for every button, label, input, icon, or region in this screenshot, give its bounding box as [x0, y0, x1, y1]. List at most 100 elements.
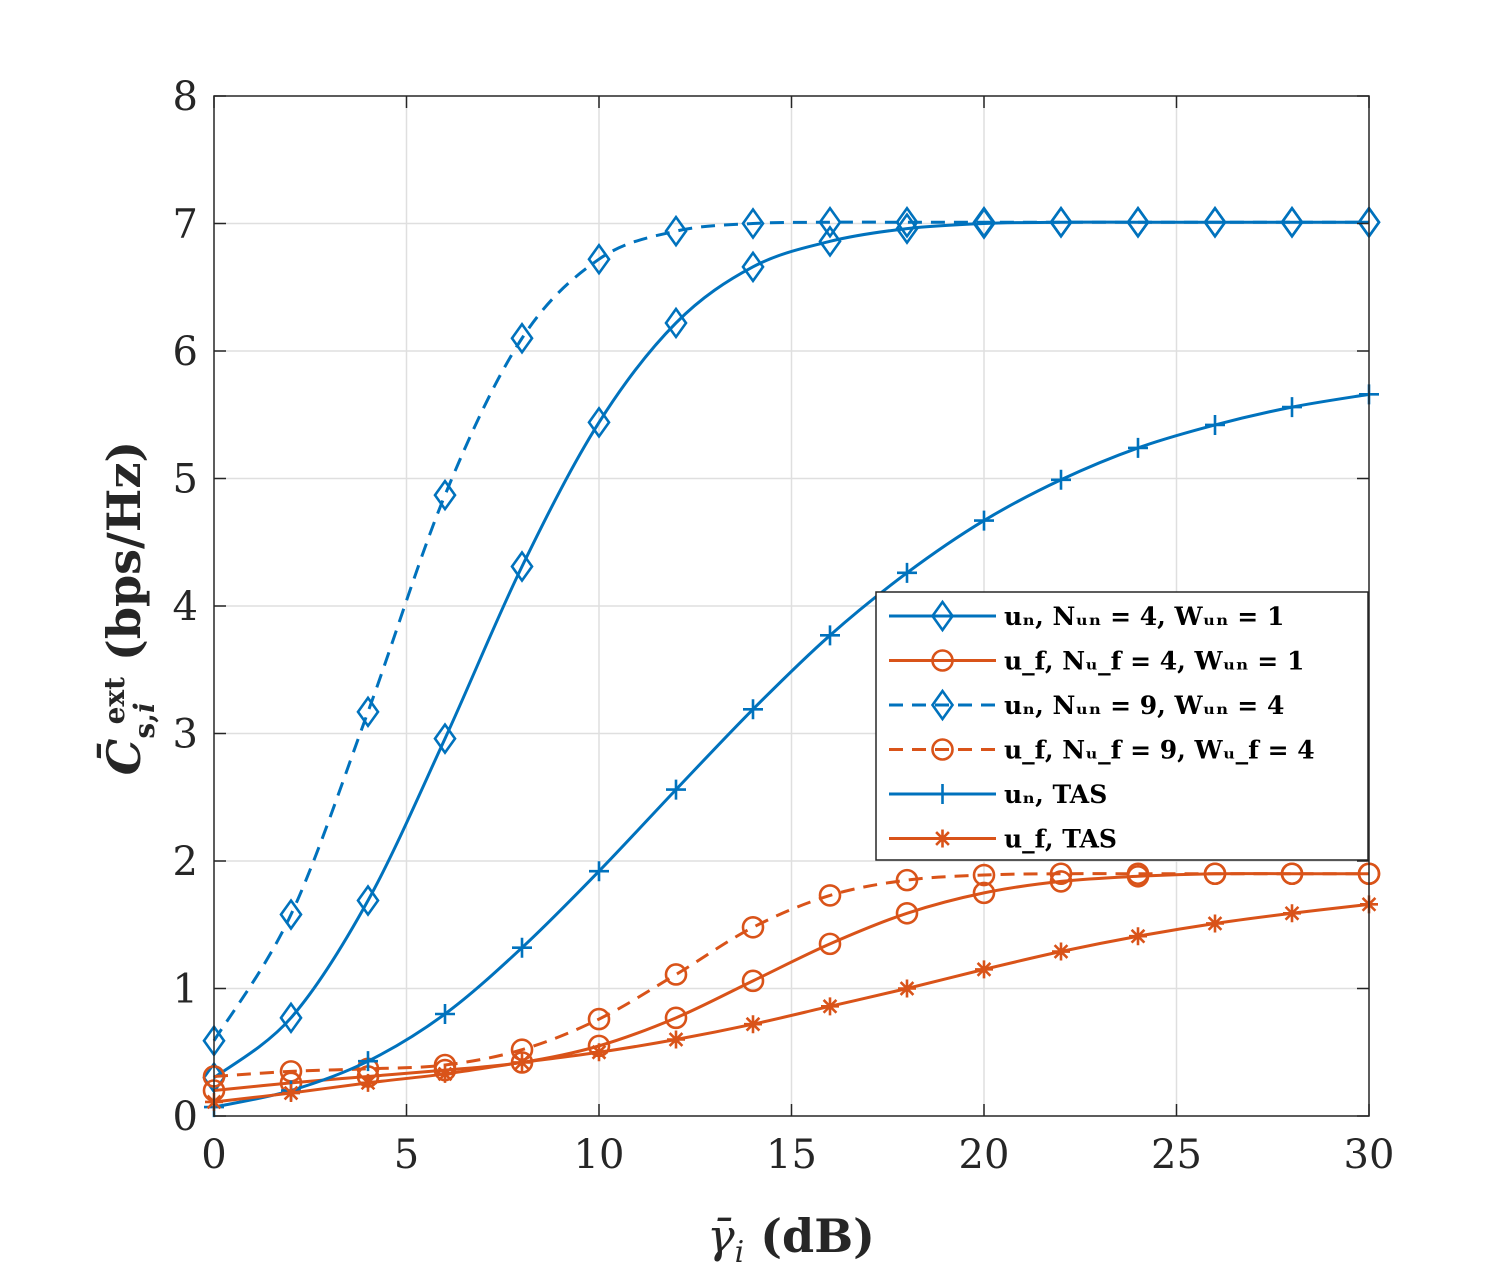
data-point	[1205, 414, 1225, 435]
y-tick-label: 4	[173, 584, 198, 630]
legend-label: u_f, Nᵤ_f = 4, Wᵤₙ = 1	[1004, 647, 1304, 676]
y-tick-label: 3	[173, 712, 198, 758]
series-line-3	[212, 220, 1369, 1042]
data-point	[1206, 914, 1224, 933]
legend-entry: uₙ, TAS	[889, 780, 1107, 809]
data-point	[359, 1073, 377, 1092]
data-point	[1126, 205, 1150, 239]
data-point	[587, 1007, 611, 1031]
y-axis-label: C̄s,iext (bps/Hz)	[96, 441, 161, 775]
data-point	[1283, 904, 1301, 923]
data-point	[895, 212, 919, 245]
series-3	[202, 205, 1381, 1058]
data-point	[743, 699, 763, 720]
grid	[214, 96, 1369, 1116]
y-tick-label: 6	[173, 329, 198, 375]
data-point	[741, 915, 765, 939]
legend-marker	[930, 688, 955, 722]
y-tick-label: 7	[173, 202, 198, 248]
data-point	[895, 901, 919, 925]
data-point	[1203, 205, 1227, 239]
data-point	[510, 550, 534, 583]
data-point	[279, 898, 303, 931]
legend-marker	[931, 649, 954, 672]
x-axis-label: γ̄i (dB)	[707, 1209, 875, 1267]
data-point	[1280, 862, 1304, 886]
data-point	[820, 625, 840, 646]
legend-entry: u_f, Nᵤ_f = 9, Wᵤ_f = 4	[889, 736, 1315, 765]
data-point	[1282, 397, 1302, 418]
x-tick-label: 10	[574, 1132, 625, 1178]
data-point	[895, 868, 919, 892]
x-tick-label: 25	[1151, 1132, 1202, 1178]
data-point	[358, 1051, 378, 1072]
legend-entry: uₙ, Nᵤₙ = 9, Wᵤₙ = 4	[889, 688, 1284, 722]
data-point	[1129, 927, 1147, 946]
data-point	[1203, 862, 1227, 886]
data-point	[356, 884, 380, 917]
data-point	[1049, 870, 1073, 893]
data-point	[279, 1001, 303, 1035]
x-tick-label: 30	[1344, 1132, 1395, 1178]
data-point	[664, 1006, 688, 1030]
data-point	[1280, 205, 1304, 239]
series-line-5	[213, 392, 1370, 1109]
data-point	[898, 979, 916, 998]
data-point	[666, 779, 686, 800]
data-point	[664, 963, 688, 986]
y-tick-label: 5	[173, 457, 198, 503]
legend-label: u_f, TAS	[1004, 825, 1117, 854]
data-point	[818, 884, 842, 907]
data-point	[433, 478, 457, 512]
x-tick-label: 5	[394, 1132, 419, 1178]
legend-marker	[930, 599, 955, 633]
data-point	[282, 1084, 300, 1103]
legend-marker	[931, 738, 954, 761]
y-tick-label: 2	[173, 839, 198, 885]
data-point	[975, 960, 993, 979]
data-point	[433, 722, 457, 755]
legend-marker	[933, 829, 952, 848]
y-tick-label: 0	[173, 1094, 198, 1140]
data-point	[974, 510, 994, 531]
legend-marker	[932, 784, 953, 804]
data-point	[667, 1030, 685, 1049]
data-point	[972, 881, 996, 905]
data-point	[741, 969, 765, 993]
data-point	[1049, 205, 1073, 239]
data-point	[818, 225, 842, 258]
axis-ticks: 0 5 10 15 20 25 30 0 1 2 3 4 5 6 7 8	[173, 74, 1395, 1178]
data-point	[513, 1053, 531, 1072]
data-point	[897, 562, 917, 583]
y-tick-label: 8	[173, 74, 198, 120]
data-point	[436, 1064, 454, 1083]
data-point	[1128, 437, 1148, 458]
data-point	[664, 214, 688, 248]
data-point	[589, 861, 609, 882]
data-point	[741, 250, 765, 284]
legend-entry: uₙ, Nᵤₙ = 4, Wᵤₙ = 1	[889, 599, 1284, 633]
legend-entry: u_f, Nᵤ_f = 4, Wᵤₙ = 1	[889, 647, 1304, 676]
data-point	[972, 863, 996, 887]
data-point	[1052, 942, 1070, 961]
x-tick-label: 20	[959, 1132, 1010, 1178]
legend: uₙ, Nᵤₙ = 4, Wᵤₙ = 1 u_f, Nᵤ_f = 4, Wᵤₙ =…	[875, 591, 1369, 861]
series-group	[202, 205, 1381, 1118]
series-line-4	[213, 872, 1369, 1078]
data-point	[590, 1043, 608, 1062]
legend-entry: u_f, TAS	[889, 825, 1117, 854]
y-tick-label: 1	[173, 967, 198, 1013]
data-point	[818, 932, 842, 956]
data-point	[1049, 862, 1073, 886]
data-point	[512, 937, 532, 958]
x-tick-label: 15	[766, 1132, 817, 1178]
data-point	[435, 1004, 455, 1024]
data-point	[972, 205, 996, 239]
data-point	[895, 205, 919, 239]
data-point	[587, 242, 611, 276]
data-point	[356, 695, 380, 729]
data-point	[1126, 862, 1150, 886]
data-point	[744, 1015, 762, 1034]
data-point	[664, 306, 688, 340]
